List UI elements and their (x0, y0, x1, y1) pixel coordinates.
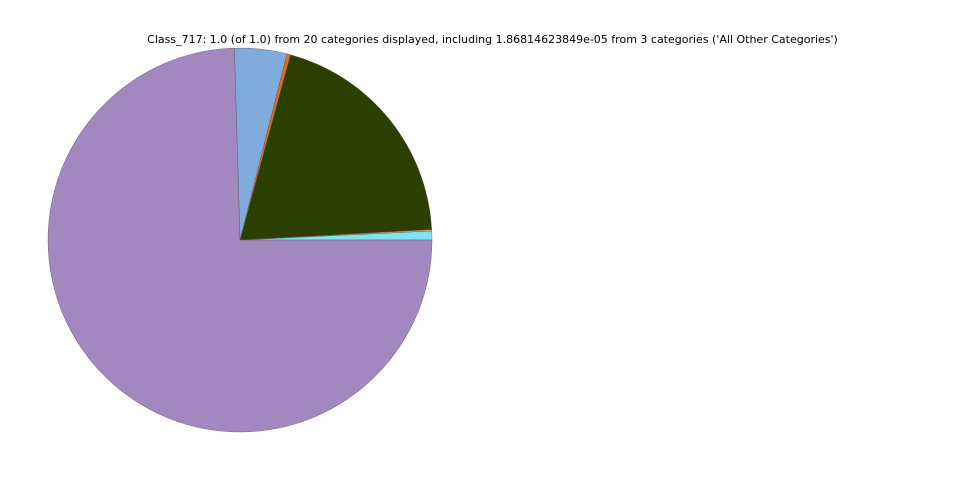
chart-title: Class_717: 1.0 (of 1.0) from 20 categori… (147, 33, 838, 46)
pie-slice-2 (239, 54, 432, 241)
pie-slice-5 (47, 47, 433, 433)
